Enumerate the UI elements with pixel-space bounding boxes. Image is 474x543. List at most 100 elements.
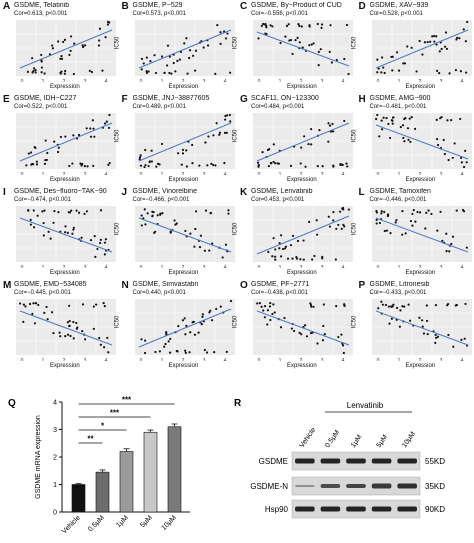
scatter-point — [440, 115, 443, 119]
scatter-point — [343, 225, 346, 228]
trend-line — [19, 217, 113, 253]
scatter-point — [99, 209, 103, 212]
scatter-point — [399, 125, 402, 129]
trend-line — [138, 308, 231, 348]
scatter-point — [192, 320, 195, 323]
scatter-point — [302, 258, 305, 261]
scatter-point — [59, 135, 63, 139]
y-tick-label: 1 — [53, 482, 57, 489]
scatter-point — [42, 221, 45, 225]
scatter-point — [172, 61, 175, 65]
bar-3 — [143, 431, 158, 513]
scatter-point — [401, 136, 404, 140]
scatter-point — [402, 305, 405, 308]
scatter-point — [206, 44, 209, 47]
scatter-point — [380, 210, 383, 213]
scatter-point — [160, 142, 163, 146]
scatter-point — [332, 211, 335, 214]
scatter-point — [64, 135, 67, 138]
panel-title: GSDME, Tamoxifen — [369, 188, 431, 195]
panel-title: GSDME, EMD−534085 — [14, 281, 87, 288]
scatter-point — [424, 211, 427, 214]
scatter-point — [41, 210, 44, 213]
scatter-point — [93, 235, 96, 238]
scatter-point — [320, 26, 323, 29]
scatter-point — [150, 149, 153, 152]
trend-line — [138, 217, 231, 253]
x-tick-label: 0 — [21, 265, 24, 268]
x-tick-label: 1 — [397, 358, 400, 361]
scatter-point — [209, 211, 212, 215]
scatter-point — [85, 127, 88, 130]
scatter-point — [462, 165, 465, 169]
scatter-point — [188, 331, 191, 334]
scatter-point — [423, 227, 426, 230]
scatter-point — [304, 324, 307, 327]
scatter-point — [181, 319, 184, 322]
blot-band — [295, 506, 315, 512]
scatter-point — [226, 212, 230, 215]
scatter-point — [92, 127, 95, 130]
scatter-point — [80, 236, 83, 239]
x-axis-label: Expression — [168, 270, 199, 276]
x-tick-label: 3 — [439, 172, 442, 175]
scatter-point — [327, 215, 330, 218]
x-tick-label: 3 — [84, 265, 87, 268]
scatter-point — [32, 162, 35, 166]
x-tick-label: 3 — [202, 79, 205, 82]
x-tick-label: 1 — [279, 265, 282, 268]
scatter-point — [418, 39, 421, 43]
scatter-point — [45, 305, 48, 309]
scatter-point — [72, 337, 75, 340]
scatter-point — [225, 350, 228, 353]
scatter-point — [284, 245, 288, 248]
scatter-point — [143, 148, 146, 152]
scatter-panel-e: E GSDME, IDH−C227 Cor=0.522, p<0.001 IC50 Ex… — [0, 93, 118, 186]
x-tick-label: 10μM — [160, 514, 178, 532]
scatter-point — [58, 331, 61, 334]
scatter-point — [143, 208, 146, 211]
scatter-point — [140, 57, 143, 60]
scatter-point — [267, 250, 270, 254]
y-tick-label: 3 — [53, 427, 57, 434]
scatter-point — [331, 122, 334, 126]
scatter-point — [153, 230, 156, 233]
scatter-point — [460, 161, 463, 164]
scatter-plot: 0 1 2 3 4 — [16, 20, 116, 82]
scatter-point — [71, 162, 74, 165]
panel-stat: Cor=−0.446, p<0.001 — [369, 197, 427, 203]
scatter-point — [98, 39, 101, 42]
scatter-point — [167, 71, 171, 75]
scatter-point — [283, 316, 286, 320]
scatter-point — [408, 319, 411, 322]
scatter-point — [214, 307, 217, 311]
scatter-point — [106, 336, 109, 340]
lane-label: 10μM — [401, 431, 417, 450]
scatter-point — [225, 114, 228, 117]
trend-line — [375, 310, 468, 346]
scatter-point — [261, 150, 264, 154]
x-tick-label: 1 — [160, 172, 163, 175]
scatter-point — [60, 55, 63, 58]
scatter-point — [99, 238, 102, 241]
scatter-point — [158, 212, 162, 215]
scatter-point — [176, 152, 179, 155]
scatter-point — [455, 36, 458, 39]
scatter-point — [375, 58, 378, 61]
scatter-point — [88, 69, 91, 72]
scatter-point — [269, 318, 272, 322]
scatter-point — [264, 22, 267, 26]
scatter-point — [180, 163, 183, 166]
scatter-point — [453, 142, 456, 145]
x-tick-label: 0.5μM — [87, 514, 106, 533]
scatter-point — [140, 214, 143, 217]
x-tick-label: 0 — [258, 172, 261, 175]
scatter-point — [273, 311, 276, 314]
scatter-point — [162, 71, 166, 74]
scatter-point — [51, 47, 54, 50]
scatter-point — [459, 70, 462, 73]
x-axis-label: Expression — [287, 270, 317, 276]
scatter-point — [36, 214, 39, 217]
scatter-point — [211, 134, 215, 137]
